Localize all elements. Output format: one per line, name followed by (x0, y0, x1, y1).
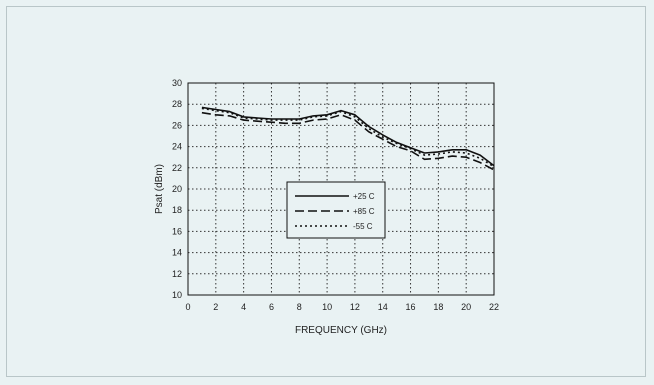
x-tick-label: 6 (269, 302, 274, 312)
x-tick-label: 4 (241, 302, 246, 312)
x-tick-label: 14 (378, 302, 388, 312)
x-tick-label: 8 (297, 302, 302, 312)
y-tick-label: 12 (172, 269, 182, 279)
y-tick-labels: 10 12 14 16 18 20 22 24 26 28 30 (172, 78, 182, 300)
y-tick-label: 10 (172, 290, 182, 300)
series-line-1 (201, 111, 495, 171)
y-tick-label: 26 (172, 120, 182, 130)
legend-label: +25 C (353, 192, 375, 201)
y-tick-label: 24 (172, 142, 182, 152)
plot-border (187, 82, 495, 296)
x-tick-label: 18 (433, 302, 443, 312)
y-tick-label: 20 (172, 184, 182, 194)
y-tick-label: 22 (172, 163, 182, 173)
legend-box (286, 181, 386, 239)
x-tick-label: 2 (213, 302, 218, 312)
x-tick-label: 12 (350, 302, 360, 312)
x-tick-label: 22 (489, 302, 499, 312)
x-tick-labels: 0 2 4 6 8 10 12 14 16 18 20 22 (185, 302, 499, 312)
x-tick-label: 16 (406, 302, 416, 312)
series-lines (201, 106, 495, 171)
legend-label: +85 C (353, 207, 375, 216)
y-tick-label: 14 (172, 248, 182, 258)
y-tick-label: 16 (172, 226, 182, 236)
legend: +25 C +85 C -55 C (286, 181, 386, 239)
y-tick-label: 28 (172, 99, 182, 109)
x-axis-label: FREQUENCY (GHz) (295, 325, 387, 336)
y-tick-label: 18 (172, 205, 182, 215)
x-tick-label: 20 (461, 302, 471, 312)
y-axis-label: Psat (dBm) (154, 164, 165, 214)
legend-label: -55 C (353, 222, 373, 231)
x-tick-label: 0 (185, 302, 190, 312)
series-line-0 (201, 106, 495, 167)
y-tick-label: 30 (172, 78, 182, 88)
x-tick-label: 10 (322, 302, 332, 312)
